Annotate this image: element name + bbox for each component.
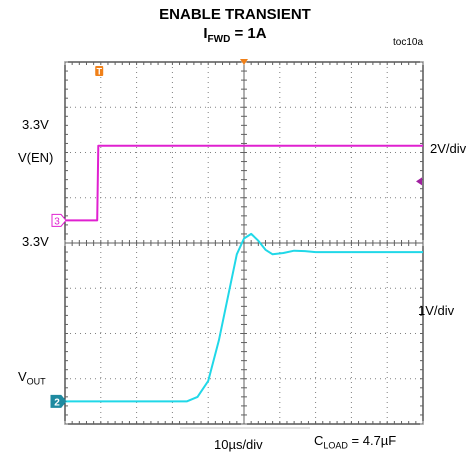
trigger-marker-label: T [96, 67, 102, 77]
ch2-scale-label: 1V/div [418, 303, 455, 318]
subtitle-var: I [203, 25, 208, 42]
load-main: C [314, 433, 324, 448]
ch3-ground-marker [51, 213, 67, 227]
chart-subtitle: IFWD = 1A [0, 25, 470, 45]
ch3-ground-marker-label: 3 [54, 216, 60, 227]
figure-id: toc10a [393, 37, 424, 48]
trace-ch3 [65, 144, 423, 222]
trace-ch2 [65, 232, 423, 403]
ch2-name-main: V [18, 369, 27, 384]
ch2-name-label: VOUT [18, 369, 46, 387]
ch2-ground-marker-label: 2 [54, 397, 60, 408]
load-rest: = 4.7µF [347, 433, 397, 448]
horizontal-position-marker [240, 59, 248, 65]
ch3-scale-label: 2V/div [430, 141, 467, 156]
ch3-name-label: V(EN) [18, 150, 54, 165]
subtitle-rest: = 1A [230, 25, 267, 42]
ch2-ground-marker [50, 394, 67, 408]
ch2-level-label: 3.3V [22, 234, 49, 249]
ch3-offset-marker [416, 177, 422, 186]
trigger-marker [95, 66, 104, 76]
subtitle-sub: FWD [207, 34, 231, 45]
ch2-name-sub: OUT [26, 376, 46, 387]
chart-title: ENABLE TRANSIENT [159, 6, 311, 23]
load-sub: LOAD [323, 440, 348, 451]
load-label: CLOAD = 4.7µF [314, 433, 396, 451]
timebase-label: 10µs/div [214, 437, 263, 452]
ch3-level-label: 3.3V [22, 117, 49, 132]
